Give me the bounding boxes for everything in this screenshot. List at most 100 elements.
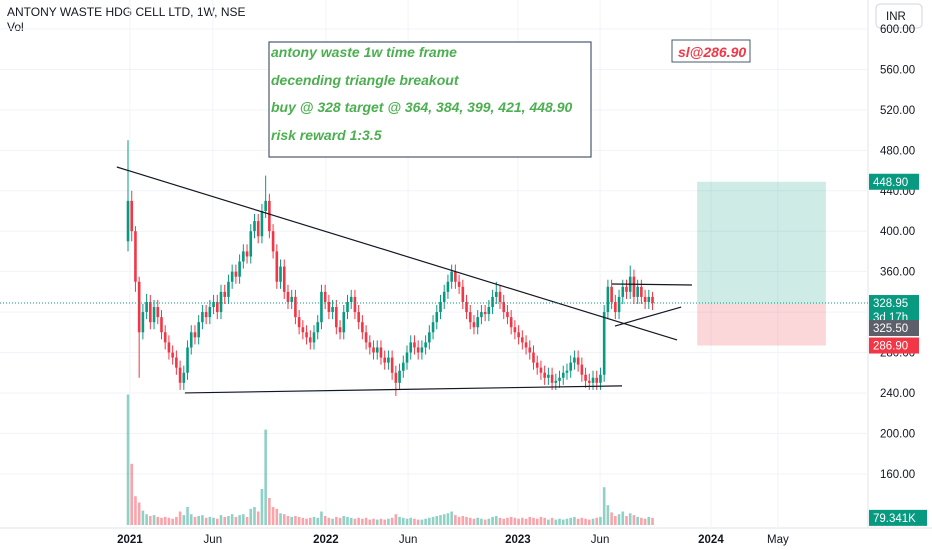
candle-body [457, 281, 461, 287]
volume-bar [357, 517, 360, 525]
volume-bar [465, 516, 468, 525]
volume-bar [606, 505, 610, 525]
volume-bar [483, 519, 487, 525]
candle-body [167, 342, 171, 353]
candle-body [491, 296, 494, 308]
candle-body [576, 357, 580, 365]
y-tick-label: 360.00 [880, 267, 915, 279]
candle-body [610, 286, 613, 302]
candle-body [212, 301, 215, 308]
candle-body [517, 332, 520, 338]
note-box [268, 41, 592, 158]
candle-body [617, 296, 621, 313]
x-tick-label: Jun [204, 534, 223, 546]
volume-bar [178, 511, 182, 525]
volume-bar [305, 518, 308, 525]
candle-body [494, 291, 498, 297]
candle-body [558, 377, 561, 381]
volume-bar [513, 517, 517, 525]
volume-bar [543, 517, 546, 525]
volume-bar [636, 516, 639, 525]
volume-bar [134, 496, 137, 525]
candle-body [387, 357, 390, 363]
candle-body [476, 317, 479, 328]
note-line: decending triangle breakout [271, 72, 460, 88]
x-tick-label: Jun [591, 534, 610, 546]
candle-body [256, 221, 260, 237]
candle-body [294, 296, 297, 318]
candle-body [621, 286, 625, 297]
volume-bar [561, 519, 565, 525]
volume-bar [416, 519, 420, 525]
y-tick-label: 600.00 [880, 24, 915, 36]
volume-bar [524, 518, 528, 525]
volume-bar [268, 498, 271, 525]
currency-button[interactable] [875, 3, 923, 29]
candle-body [245, 251, 249, 257]
volume-bar [498, 517, 502, 525]
trendline [184, 385, 623, 394]
candle-body [156, 307, 160, 318]
volume-bar [253, 507, 256, 525]
volume-bar [256, 511, 260, 525]
volume-bar [308, 517, 312, 525]
candle-body [632, 276, 636, 297]
candle-body [420, 347, 424, 353]
candle-body [513, 327, 517, 333]
y-tick-label: 560.00 [880, 64, 915, 76]
candle-body [383, 357, 386, 363]
volume-bar [152, 515, 156, 525]
x-tick-label: 2024 [698, 534, 724, 546]
candle-body [193, 332, 197, 338]
volume-bar [316, 517, 320, 525]
candle-body [271, 231, 275, 252]
currency[interactable]: INR [886, 11, 906, 23]
volume-label: 79.341K [873, 513, 916, 525]
candle-body [502, 301, 506, 313]
note-line: antony waste 1w time frame [271, 44, 457, 60]
candle-body [290, 296, 293, 302]
volume-bar [584, 518, 587, 525]
stop-note: sl@286.90 [678, 44, 746, 60]
candle-body [435, 312, 439, 323]
candle-body [286, 291, 290, 302]
candle-body [175, 357, 178, 368]
volume-bar [580, 517, 584, 525]
candle-body [483, 312, 487, 315]
volume-bar [368, 519, 372, 525]
volume-bar [565, 518, 569, 525]
candle-body [353, 296, 357, 313]
candle-body [357, 312, 360, 323]
candle-body [554, 380, 558, 383]
candle-body [189, 332, 193, 348]
volume-bar [569, 517, 572, 525]
candle-body [465, 301, 468, 313]
volume-bar [420, 519, 424, 525]
volume-bar [494, 516, 498, 525]
volume-bar [189, 514, 193, 525]
volume-bar [558, 518, 561, 525]
volume-bar [461, 516, 465, 525]
candle-body [305, 332, 308, 338]
candle-body [595, 377, 599, 383]
y-tick-label: 240.00 [880, 388, 915, 400]
candle-body [301, 327, 305, 333]
volume-bar [502, 518, 506, 525]
volume-bar [230, 514, 234, 525]
candle-body [602, 312, 606, 375]
candle-body [320, 291, 323, 323]
candle-body [405, 352, 409, 363]
candle-body [375, 347, 379, 353]
candle-body [506, 312, 509, 318]
volume-bar [212, 517, 215, 525]
candle-body [416, 347, 420, 353]
candle-body [160, 317, 163, 333]
volume-bar [349, 517, 353, 525]
note-line: buy @ 328 target @ 364, 384, 399, 421, 4… [271, 99, 572, 115]
volume-bar [595, 517, 599, 525]
candle-body [145, 301, 148, 313]
candle-body [587, 380, 591, 383]
candle-body [539, 367, 543, 373]
candle-body [599, 374, 602, 383]
candle-body [338, 327, 342, 333]
